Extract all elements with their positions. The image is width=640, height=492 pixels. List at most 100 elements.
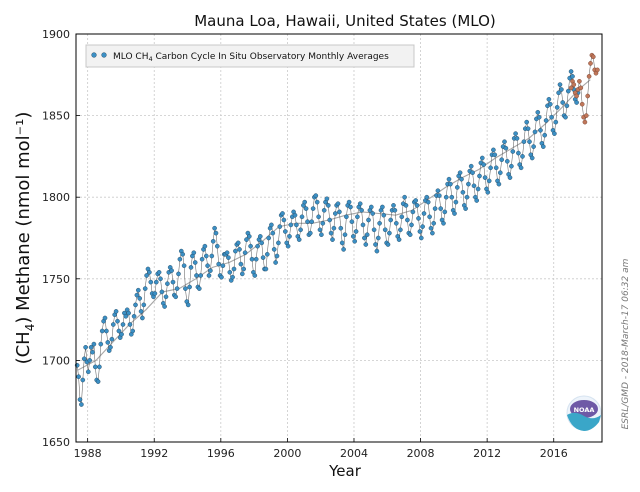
monthly-point	[374, 248, 380, 254]
trend-line	[77, 79, 591, 371]
monthly-point	[464, 194, 470, 200]
monthly-point	[159, 289, 165, 295]
noaa-logo-text: NOAA	[574, 406, 595, 414]
monthly-point	[191, 250, 197, 255]
monthly-point	[294, 222, 299, 228]
monthly-point	[209, 253, 215, 259]
monthly-point	[273, 260, 278, 265]
monthly-point	[174, 286, 180, 291]
monthly-point	[420, 224, 425, 229]
monthly-point	[235, 240, 241, 246]
x-tick-label: 2016	[540, 447, 568, 460]
preliminary-point	[582, 119, 588, 125]
monthly-point	[288, 222, 294, 228]
monthly-point	[109, 336, 115, 342]
monthly-point	[303, 206, 309, 211]
noaa-logo: NOAA	[566, 395, 602, 431]
monthly-point	[321, 207, 327, 213]
monthly-point	[373, 242, 378, 247]
monthly-point	[319, 232, 324, 237]
monthly-point	[226, 255, 231, 260]
preliminary-point	[574, 93, 579, 99]
monthly-point	[76, 374, 81, 380]
monthly-point	[194, 273, 199, 278]
monthly-point	[188, 265, 194, 270]
monthly-point	[305, 219, 310, 224]
monthly-point	[224, 250, 230, 255]
monthly-point	[488, 165, 493, 171]
monthly-point	[141, 302, 147, 308]
preliminary-point	[595, 67, 600, 73]
monthly-point	[324, 196, 330, 202]
monthly-point	[463, 206, 468, 211]
preliminary-point	[577, 79, 582, 84]
monthly-point	[460, 189, 466, 195]
monthly-point	[277, 224, 283, 229]
legend-label-prefix: MLO CH	[113, 52, 148, 62]
monthly-point	[432, 206, 438, 211]
monthly-point	[357, 201, 363, 206]
monthly-point	[332, 211, 338, 216]
y-tick-label: 1750	[42, 273, 70, 286]
preliminary-point	[578, 85, 584, 91]
monthly-point	[119, 331, 124, 337]
monthly-point	[360, 222, 366, 228]
preliminary-point	[584, 113, 589, 118]
monthly-point	[199, 256, 205, 262]
monthly-point	[427, 214, 432, 220]
monthly-point	[216, 261, 221, 267]
monthly-point	[296, 237, 302, 242]
monthly-point	[393, 220, 399, 226]
monthly-point	[380, 204, 385, 210]
monthly-point	[249, 256, 255, 262]
monthly-point	[468, 163, 474, 169]
monthly-point	[259, 240, 265, 246]
monthly-point	[443, 194, 449, 200]
monthly-point	[362, 235, 367, 241]
monthly-point	[349, 219, 355, 224]
monthly-point	[416, 216, 421, 221]
monthly-point	[269, 222, 274, 228]
monthly-point	[502, 139, 507, 144]
monthly-point	[418, 235, 424, 241]
monthly-point	[231, 266, 237, 272]
monthly-point	[170, 279, 176, 285]
monthly-point	[264, 251, 270, 257]
monthly-point	[364, 232, 370, 237]
monthly-point	[187, 284, 192, 290]
monthly-point	[481, 162, 487, 167]
monthly-point	[133, 302, 138, 308]
monthly-point	[242, 250, 248, 255]
monthly-point	[436, 193, 442, 198]
monthly-point	[163, 294, 169, 300]
monthly-point	[438, 206, 444, 211]
monthly-point	[162, 304, 167, 309]
y-axis-title-suffix: ) Methane (nmol mol⁻¹)	[13, 112, 34, 324]
monthly-point	[79, 402, 84, 407]
monthly-point	[492, 152, 498, 158]
legend: MLO CH4 Carbon Cycle In Situ Observatory…	[85, 44, 415, 68]
monthly-point	[135, 287, 141, 293]
monthly-point	[208, 268, 213, 273]
preliminary-point	[568, 85, 574, 91]
monthly-point	[203, 253, 209, 259]
monthly-point	[280, 211, 285, 216]
monthly-point	[220, 263, 226, 269]
monthly-point	[246, 234, 252, 239]
monthly-point	[115, 318, 120, 324]
monthly-point	[532, 129, 538, 135]
monthly-point	[568, 69, 574, 74]
monthly-point	[359, 207, 364, 213]
monthly-point	[557, 82, 563, 87]
monthly-point	[509, 163, 514, 169]
monthly-point	[399, 214, 405, 220]
monthly-point	[430, 230, 435, 236]
x-tick-label: 1992	[140, 447, 168, 460]
monthly-point	[339, 240, 345, 246]
monthly-point	[449, 194, 455, 200]
monthly-point	[206, 273, 212, 278]
monthly-point	[409, 222, 414, 228]
monthly-point	[320, 220, 326, 226]
monthly-point	[169, 268, 174, 273]
monthly-point	[98, 341, 104, 347]
